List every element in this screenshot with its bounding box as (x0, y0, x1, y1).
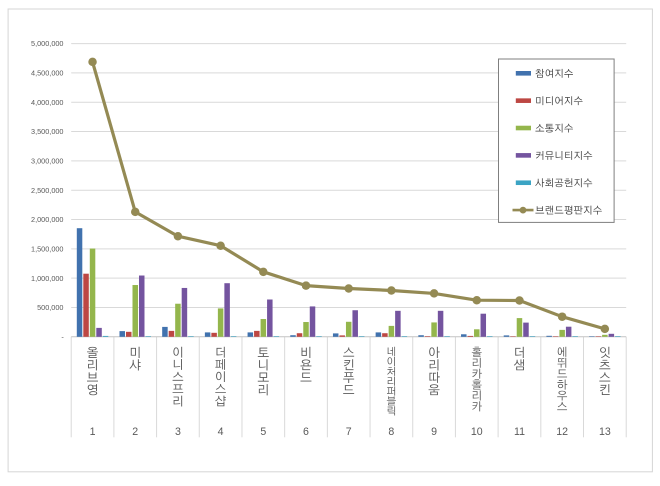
svg-text:4,000,000: 4,000,000 (31, 98, 63, 107)
svg-text:8: 8 (388, 426, 394, 438)
svg-text:4,500,000: 4,500,000 (31, 69, 63, 78)
svg-text:3: 3 (175, 426, 181, 438)
svg-text:7: 7 (346, 426, 352, 438)
svg-text:2,500,000: 2,500,000 (31, 186, 63, 195)
svg-text:12: 12 (556, 426, 568, 438)
svg-text:1: 1 (90, 426, 96, 438)
svg-text:5: 5 (260, 426, 266, 438)
svg-text:3,500,000: 3,500,000 (31, 127, 63, 136)
svg-text:10: 10 (471, 426, 483, 438)
svg-text:2: 2 (132, 426, 138, 438)
svg-text:1,000,000: 1,000,000 (31, 274, 63, 283)
svg-text:6: 6 (303, 426, 309, 438)
svg-text:-: - (61, 333, 64, 342)
svg-text:13: 13 (599, 426, 611, 438)
svg-text:2,000,000: 2,000,000 (31, 215, 63, 224)
svg-text:5,000,000: 5,000,000 (31, 39, 63, 48)
svg-text:4: 4 (218, 426, 224, 438)
svg-text:3,000,000: 3,000,000 (31, 156, 63, 165)
svg-text:11: 11 (514, 426, 525, 438)
svg-text:9: 9 (431, 426, 437, 438)
svg-text:1,500,000: 1,500,000 (31, 244, 63, 253)
svg-text:500,000: 500,000 (37, 303, 63, 312)
